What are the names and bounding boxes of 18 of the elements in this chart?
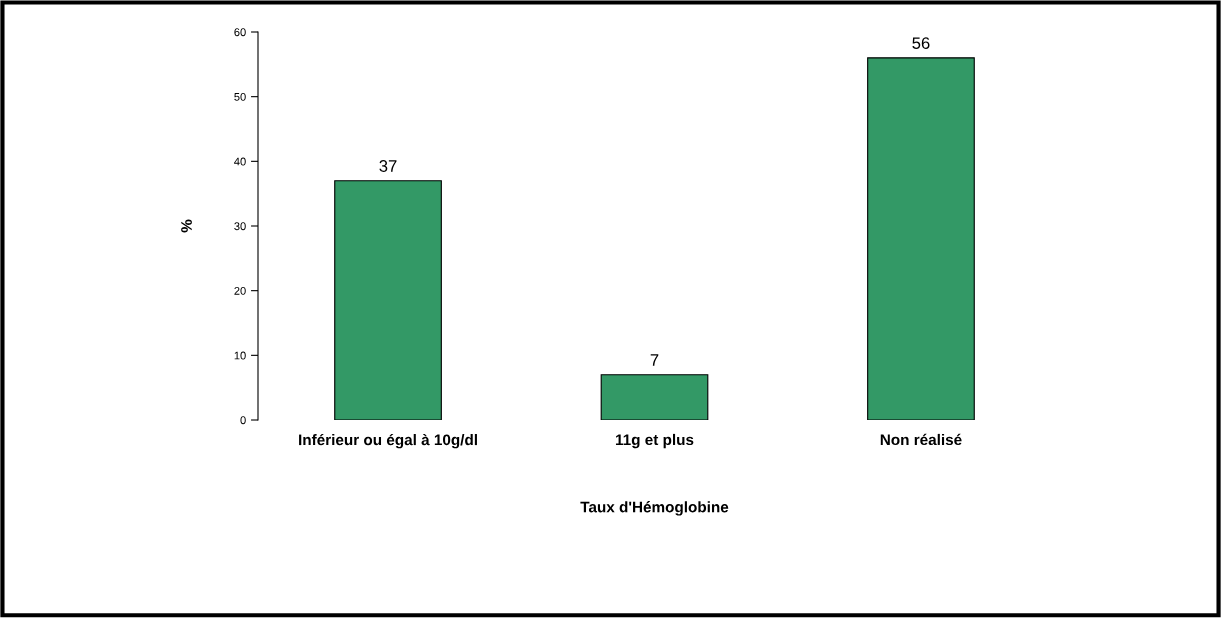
y-tick-label: 40 [234,157,246,166]
y-tick-label: 20 [234,286,246,295]
y-tick-label: 60 [234,28,246,37]
x-axis-title: Taux d'Hémoglobine [580,501,729,516]
bar [334,180,442,420]
data-label: 56 [912,37,930,50]
x-tick-label: Inférieur ou égal à 10g/dl [299,433,477,449]
y-tick-label: 10 [234,351,246,360]
bar [600,374,709,420]
data-label: 7 [650,354,659,366]
y-axis-title: % [181,219,192,233]
x-tick-label: 11g et plus [615,433,694,449]
x-tick-label: Non réalisé [880,433,962,446]
y-tick-label: 30 [234,222,246,231]
y-tick-label: 50 [234,92,246,101]
y-tick-label: 0 [240,416,246,425]
bar [867,57,975,420]
data-label: 37 [379,160,397,172]
